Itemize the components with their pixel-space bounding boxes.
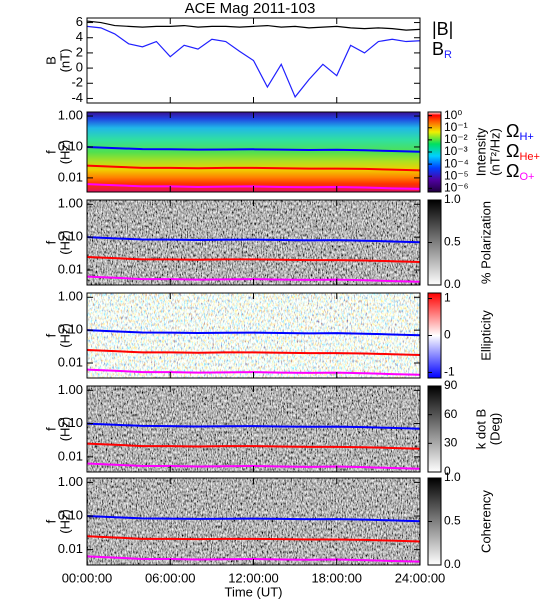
y-tick-label: -4 [71, 90, 83, 105]
y-axis-label: f [43, 427, 58, 431]
legend-subscript: He+ [519, 151, 540, 163]
y-tick-label: 0.10 [58, 322, 83, 337]
y-tick-label: 1.00 [58, 107, 83, 122]
data-line [86, 329, 421, 337]
spectrogram-image [87, 478, 420, 565]
colorbar-label: (nT²/Hz) [487, 128, 502, 176]
legend-entry: BR [432, 39, 452, 61]
colorbar-tick-label: 10⁻⁵ [444, 168, 469, 182]
data-line [86, 515, 421, 523]
y-tick-label: 4 [76, 29, 83, 44]
colorbar-tick-label: 10⁻² [444, 132, 468, 146]
data-line [86, 255, 421, 264]
chart-title: ACE Mag 2011-103 [185, 0, 316, 17]
x-tick-label: 12:00:00 [228, 570, 279, 585]
legend-entry: |B| [432, 19, 453, 39]
colorbar-tick-label: 1.0 [444, 192, 461, 206]
spectrogram-image [87, 200, 420, 285]
colorbar-tick-label: 10⁻³ [444, 144, 468, 158]
y-tick-label: 0.01 [58, 261, 83, 276]
legend-entry: ΩH+ [506, 121, 534, 143]
data-line [86, 20, 421, 31]
colorbar-tick-label: 10⁻⁴ [444, 156, 469, 170]
y-tick-label: 0.10 [58, 138, 83, 153]
data-line [86, 348, 421, 357]
colorbar-tick-label: 0.0 [444, 557, 461, 571]
legend-subscript: O+ [519, 171, 534, 183]
y-axis-label: (Hz) [57, 417, 72, 442]
y-axis-label: f [43, 150, 58, 154]
colorbar-tick-label: 1 [444, 291, 451, 305]
colorbar-label: (Deg) [487, 413, 502, 446]
spectrogram-image [87, 386, 420, 472]
data-line [86, 555, 421, 563]
data-line [86, 25, 421, 99]
colorbar-label: % Polarization [478, 201, 493, 284]
legend-entry: ΩO+ [506, 161, 534, 183]
colorbar-tick-label: 0.5 [444, 235, 461, 249]
spectrogram-image [87, 112, 420, 192]
y-tick-label: 0.01 [58, 448, 83, 463]
y-tick-label: 0.10 [58, 415, 83, 430]
y-tick-label: 1.00 [58, 289, 83, 304]
legend-subscript: H+ [519, 131, 533, 143]
colorbar-tick-label: 30 [444, 436, 458, 450]
y-axis-label: (Hz) [57, 509, 72, 534]
y-axis-label: (Hz) [57, 323, 72, 348]
y-tick-label: 2 [76, 44, 83, 59]
colorbar [427, 385, 442, 473]
colorbar-tick-label: 90 [444, 378, 458, 392]
data-line [86, 164, 421, 172]
data-line [86, 236, 421, 244]
x-axis-label: Time (UT) [224, 584, 282, 599]
data-line [86, 442, 421, 450]
colorbar-label: Intensity [473, 127, 488, 176]
y-tick-label: 6 [76, 14, 83, 29]
colorbar-tick-label: 1.0 [444, 470, 461, 484]
y-tick-label: 1.00 [58, 196, 83, 211]
y-tick-label: 0.01 [58, 541, 83, 556]
legend-subscript: R [444, 49, 452, 61]
x-tick-label: 06:00:00 [145, 570, 196, 585]
colorbar-tick-label: 0.5 [444, 514, 461, 528]
colorbar-label: Coherency [478, 490, 493, 553]
x-tick-label: 18:00:00 [311, 570, 362, 585]
data-line [86, 535, 421, 543]
colorbar-tick-label: 60 [444, 407, 458, 421]
colorbar-tick-label: 0 [444, 464, 451, 478]
colorbar-tick-label: 10⁻¹ [444, 120, 468, 134]
data-line [86, 145, 421, 153]
y-tick-label: 0.10 [58, 229, 83, 244]
y-tick-label: 0.10 [58, 507, 83, 522]
colorbar-tick-label: -1 [444, 365, 455, 379]
y-tick-label: 0.01 [58, 169, 83, 184]
colorbar-label: Ellipticity [478, 310, 493, 361]
y-tick-label: 0.01 [58, 354, 83, 369]
y-axis-label: f [43, 519, 58, 523]
y-tick-label: 1.00 [58, 474, 83, 489]
y-tick-label: 1.00 [58, 382, 83, 397]
spectrogram-image [87, 293, 420, 378]
y-tick-label: -2 [71, 75, 83, 90]
y-axis-label: (Hz) [57, 230, 72, 255]
y-tick-label: 0 [76, 60, 83, 75]
colorbar-tick-label: 0 [444, 328, 451, 342]
data-line [86, 422, 421, 430]
y-axis-label: B [43, 56, 58, 65]
x-tick-label: 00:00:00 [62, 570, 113, 585]
y-axis-label: f [43, 333, 58, 337]
y-axis-label: (Hz) [57, 140, 72, 165]
colorbar-tick-label: 10⁻⁶ [444, 181, 469, 195]
y-axis-label: (nT) [57, 49, 72, 73]
legend-entry: ΩHe+ [506, 141, 540, 163]
x-tick-label: 24:00:00 [395, 570, 446, 585]
colorbar-tick-label: 0.0 [444, 277, 461, 291]
colorbar-label: k dot B [473, 409, 488, 449]
colorbar-tick-label: 10⁰ [444, 108, 462, 122]
y-axis-label: f [43, 240, 58, 244]
